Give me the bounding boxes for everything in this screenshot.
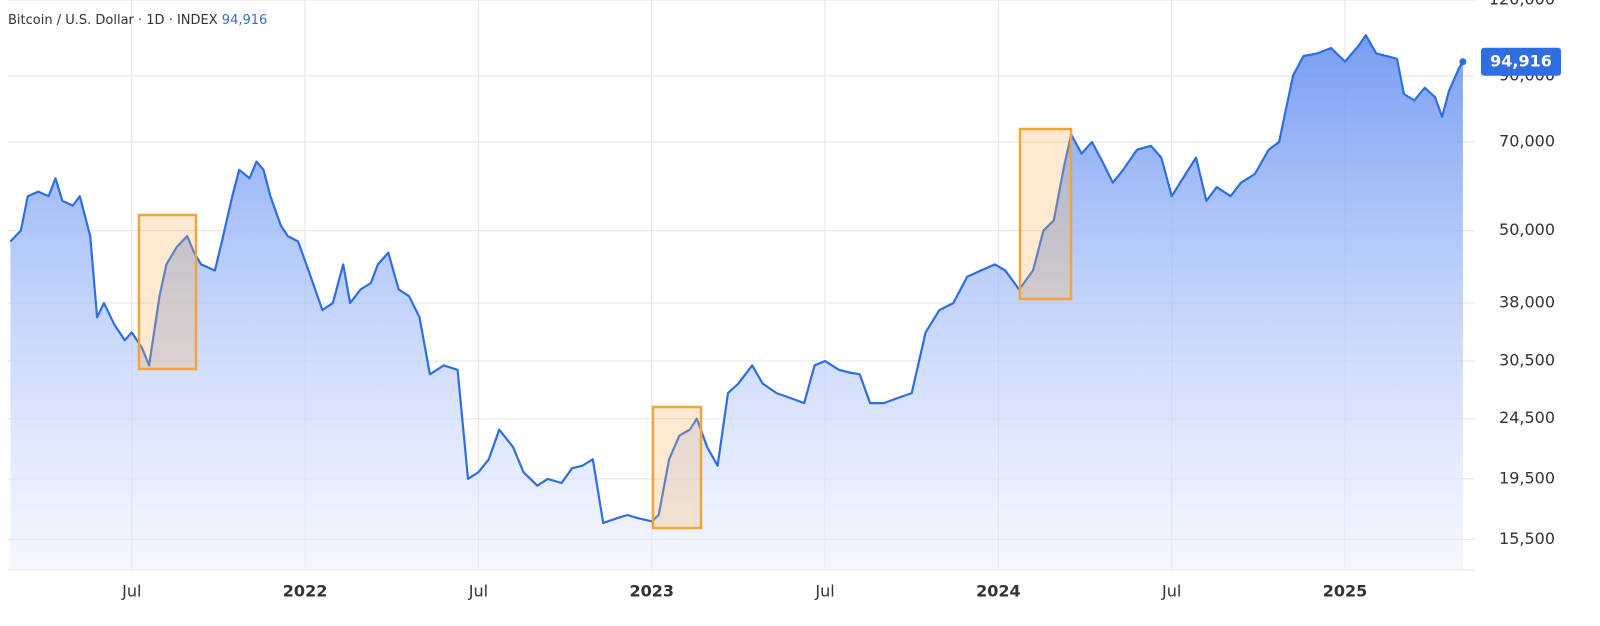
y-tick-label: 50,000	[1499, 220, 1555, 239]
chart-title-text: Bitcoin / U.S. Dollar · 1D · INDEX	[8, 13, 218, 28]
price-badge-label: 94,916	[1490, 51, 1552, 70]
price-badge	[1481, 47, 1561, 76]
area-fill	[10, 35, 1463, 570]
y-tick-label: 120,000	[1489, 0, 1555, 9]
y-tick-label: 30,500	[1499, 350, 1555, 369]
x-tick-label: Jul	[121, 582, 141, 601]
y-tick-label: 24,500	[1499, 408, 1555, 427]
x-tick-label: 2025	[1323, 582, 1368, 601]
last-point	[1459, 58, 1467, 66]
highlight-box	[651, 405, 703, 530]
highlight-box	[1018, 127, 1073, 301]
highlight-box	[137, 213, 198, 371]
x-tick-label: 2023	[629, 582, 674, 601]
x-tick-label: 2024	[976, 582, 1021, 601]
highlight-boxes	[137, 127, 1073, 530]
chart-title: Bitcoin / U.S. Dollar · 1D · INDEX 94,91…	[8, 13, 267, 28]
y-tick-label: 38,000	[1499, 293, 1555, 312]
axes: 15,500 19,500 24,500 30,500 38,000 50,000 70,0…	[121, 0, 1561, 601]
y-tick-label: 19,500	[1499, 468, 1555, 487]
x-tick-label: Jul	[1161, 582, 1181, 601]
y-tick-label: 70,000	[1499, 132, 1555, 151]
header-price: 94,916	[222, 13, 268, 28]
x-tick-label: Jul	[814, 582, 834, 601]
x-tick-label: Jul	[468, 582, 488, 601]
plot	[9, 34, 1467, 570]
price-line	[9, 34, 1464, 524]
y-tick-label: 15,500	[1499, 529, 1555, 548]
x-tick-label: 2022	[283, 582, 328, 601]
